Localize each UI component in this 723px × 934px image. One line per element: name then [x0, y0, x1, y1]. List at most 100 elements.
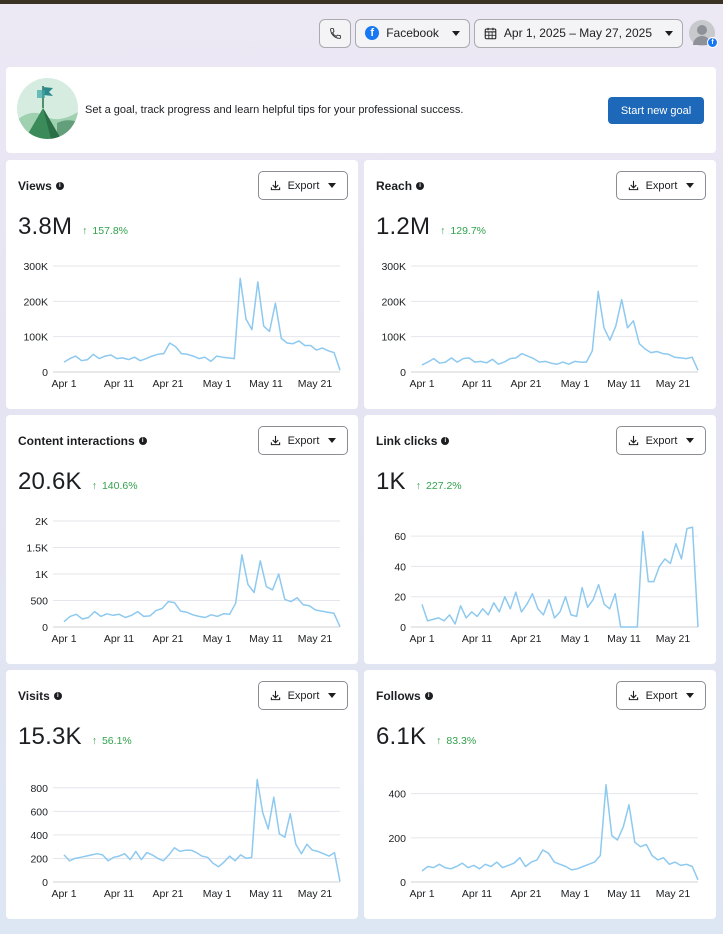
- x-tick-label: May 11: [607, 633, 641, 645]
- reach-card: Reach i Export 1.2M ↑ 129.7% 0 100K 200K 300…: [364, 160, 716, 409]
- link-clicks-card: Link clicks i Export 1K ↑ 227.2% 0 20 40 60 A…: [364, 415, 716, 664]
- download-icon: [628, 690, 638, 701]
- y-tick-label: 2K: [35, 516, 48, 528]
- metric-value: 3.8M: [18, 213, 73, 240]
- y-tick-label: 40: [394, 561, 406, 573]
- facebook-badge-icon: f: [707, 37, 718, 48]
- goal-banner: Set a goal, track progress and learn hel…: [6, 67, 716, 153]
- x-tick-label: Apr 11: [462, 633, 492, 645]
- metric-value: 1.2M: [376, 213, 431, 240]
- x-tick-label: May 11: [607, 378, 641, 390]
- download-icon: [270, 690, 280, 701]
- info-icon[interactable]: i: [55, 182, 64, 190]
- visits-card: Visits i Export 15.3K ↑ 56.1% 0 200 400 600 8…: [6, 670, 358, 919]
- info-icon[interactable]: i: [441, 437, 450, 445]
- goal-illustration: [17, 78, 78, 139]
- y-tick-label: 0: [42, 367, 48, 379]
- export-button[interactable]: Export: [258, 426, 348, 455]
- x-tick-label: Apr 1: [51, 378, 76, 390]
- x-tick-label: May 1: [203, 888, 232, 900]
- line-chart: 0 100K 200K 300K Apr 1 Apr 11 Apr 21 May 1 May 1…: [23, 261, 341, 390]
- card-title: Follows i: [376, 689, 433, 703]
- arrow-up-icon: ↑: [82, 225, 88, 237]
- arrow-up-icon: ↑: [436, 735, 442, 747]
- export-button[interactable]: Export: [616, 171, 706, 200]
- x-tick-label: Apr 21: [511, 888, 542, 900]
- info-icon[interactable]: i: [424, 692, 433, 700]
- y-tick-label: 400: [30, 830, 48, 842]
- card-title: Visits i: [18, 689, 62, 703]
- y-tick-label: 1.5K: [26, 543, 48, 555]
- info-icon[interactable]: i: [138, 437, 147, 445]
- line-chart: 0 200 400 Apr 1 Apr 11 Apr 21 May 1 May 11 May 2…: [388, 784, 699, 900]
- y-tick-label: 300K: [381, 261, 406, 273]
- y-tick-label: 60: [394, 531, 406, 543]
- y-tick-label: 200K: [23, 296, 48, 308]
- series-line: [63, 554, 341, 628]
- info-icon[interactable]: i: [53, 692, 62, 700]
- x-tick-label: May 11: [249, 633, 283, 645]
- info-icon[interactable]: i: [416, 182, 425, 190]
- date-range-picker[interactable]: Apr 1, 2025 – May 27, 2025: [473, 18, 683, 48]
- line-chart: 0 100K 200K 300K Apr 1 Apr 11 Apr 21 May 1 May 1…: [381, 261, 699, 390]
- top-toolbar: f Facebook Apr 1, 2025 – May 27, 2025 f: [319, 18, 718, 48]
- y-tick-label: 200: [30, 853, 48, 865]
- platform-label: Facebook: [386, 26, 439, 40]
- y-tick-label: 100K: [23, 332, 48, 344]
- x-tick-label: May 21: [656, 378, 691, 390]
- metric-summary: 15.3K ↑ 56.1%: [18, 723, 132, 751]
- views-card: Views i Export 3.8M ↑ 157.8% 0 100K 200K 300…: [6, 160, 358, 409]
- chevron-down-icon: [665, 30, 673, 36]
- arrow-up-icon: ↑: [415, 480, 422, 492]
- x-tick-label: May 11: [249, 888, 283, 900]
- x-tick-label: Apr 11: [104, 888, 134, 900]
- metric-value: 6.1K: [376, 723, 427, 750]
- line-chart: 0 20 40 60 Apr 1 Apr 11 Apr 21 May 1 May 11 May 2…: [394, 526, 699, 645]
- chevron-down-icon: [686, 693, 695, 698]
- export-button[interactable]: Export: [616, 681, 706, 710]
- profile-avatar[interactable]: f: [689, 20, 718, 48]
- y-tick-label: 800: [30, 783, 48, 795]
- metric-summary: 6.1K ↑ 83.3%: [376, 723, 476, 751]
- x-tick-label: May 21: [298, 888, 333, 900]
- start-new-goal-button[interactable]: Start new goal: [608, 97, 704, 124]
- y-tick-label: 200: [388, 833, 406, 845]
- phone-button[interactable]: [319, 18, 352, 48]
- x-tick-label: May 1: [561, 888, 590, 900]
- export-button[interactable]: Export: [616, 426, 706, 455]
- chevron-down-icon: [686, 438, 695, 443]
- download-icon: [270, 435, 280, 446]
- goal-description: Set a goal, track progress and learn hel…: [85, 104, 464, 116]
- y-tick-label: 0: [400, 622, 406, 634]
- x-tick-label: Apr 21: [511, 378, 542, 390]
- export-button[interactable]: Export: [258, 681, 348, 710]
- chevron-down-icon: [686, 183, 695, 188]
- x-tick-label: May 1: [561, 378, 590, 390]
- card-title: Link clicks i: [376, 434, 450, 448]
- y-tick-label: 200K: [381, 296, 406, 308]
- line-chart: 0 200 400 600 800 Apr 1 Apr 11 Apr 21 May 1 May 1…: [30, 778, 341, 900]
- metric-value: 1K: [376, 468, 406, 495]
- metric-change: ↑ 140.6%: [91, 480, 138, 492]
- platform-select[interactable]: f Facebook: [355, 18, 470, 48]
- metric-change: ↑ 129.7%: [440, 225, 487, 237]
- x-tick-label: May 1: [203, 633, 232, 645]
- x-tick-label: May 11: [607, 888, 641, 900]
- chevron-down-icon: [328, 183, 337, 188]
- y-tick-label: 300K: [23, 261, 48, 273]
- card-title: Reach i: [376, 179, 425, 193]
- card-title: Content interactions i: [18, 434, 147, 448]
- follows-card: Follows i Export 6.1K ↑ 83.3% 0 200 400 Apr …: [364, 670, 716, 919]
- x-tick-label: Apr 11: [104, 378, 134, 390]
- x-tick-label: May 21: [656, 633, 691, 645]
- metric-change: ↑ 157.8%: [82, 225, 129, 237]
- metric-summary: 1.2M ↑ 129.7%: [376, 213, 486, 241]
- series-line: [63, 277, 341, 371]
- y-tick-label: 600: [30, 806, 48, 818]
- export-button[interactable]: Export: [258, 171, 348, 200]
- x-tick-label: May 1: [561, 633, 590, 645]
- date-range-label: Apr 1, 2025 – May 27, 2025: [503, 26, 652, 40]
- phone-icon: [329, 27, 341, 39]
- series-line: [421, 784, 699, 881]
- arrow-up-icon: ↑: [91, 735, 97, 747]
